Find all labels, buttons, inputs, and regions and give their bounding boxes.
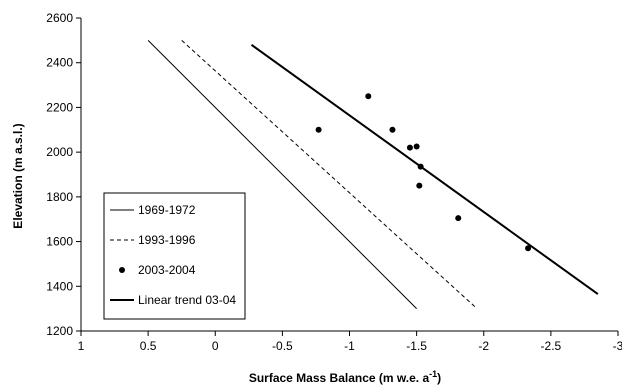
y-tick-label: 2000 [46,145,73,159]
plot-points [315,93,532,252]
x-tick-label: -3 [613,339,622,353]
x-tick-label: 0 [212,339,219,353]
series-line-1 [181,39,478,310]
series-line-0 [147,40,417,309]
legend-swatch [119,267,125,273]
legend-label: Linear trend 03-04 [138,293,236,307]
x-tick-label: 1 [78,339,85,353]
x-tick-label: -2 [478,339,489,353]
x-axis-title: Surface Mass Balance (m w.e. a-1) [249,369,441,385]
data-point [525,245,532,252]
y-axis-title: Elevation (m a.s.l.) [11,123,25,228]
x-tick-label: -2.5 [541,339,562,353]
x-axis-title-main: Surface Mass Balance (m w.e. a [249,371,430,385]
y-tick-label: 1600 [46,235,73,249]
y-tick-label: 1200 [46,324,73,338]
data-point [455,215,462,222]
plot-lines [147,39,599,310]
x-tick-label: -0.5 [272,339,293,353]
data-point [413,143,420,150]
x-tick-label: -1.5 [406,339,427,353]
x-tick-label: -1 [344,339,355,353]
y-tick-label: 2400 [46,56,73,70]
y-tick-label: 1400 [46,279,73,293]
data-point [365,93,372,100]
y-tick-label: 2200 [46,100,73,114]
legend-label: 1969-1972 [138,203,196,217]
data-point [315,126,322,133]
y-tick-label: 2600 [46,11,73,25]
data-point [416,182,423,189]
legend: 1969-1972 1993-1996 2003-2004 Linear trend … [103,192,246,320]
x-axis-title-suffix: ) [437,371,441,385]
data-point [389,126,396,133]
legend-box [103,192,246,320]
series-line-3 [250,44,599,295]
y-tick-label: 1800 [46,190,73,204]
data-point [406,144,413,151]
x-tick-label: 0.5 [140,339,157,353]
data-point [417,163,424,170]
legend-label: 2003-2004 [138,263,196,277]
axes: 1 0.5 0 -0.5 -1 -1.5 -2 -2.5 -3 1200 1400 1600 1800 2… [46,11,622,353]
x-axis-title-superscript: -1 [429,369,437,379]
legend-label: 1993-1996 [138,233,196,247]
